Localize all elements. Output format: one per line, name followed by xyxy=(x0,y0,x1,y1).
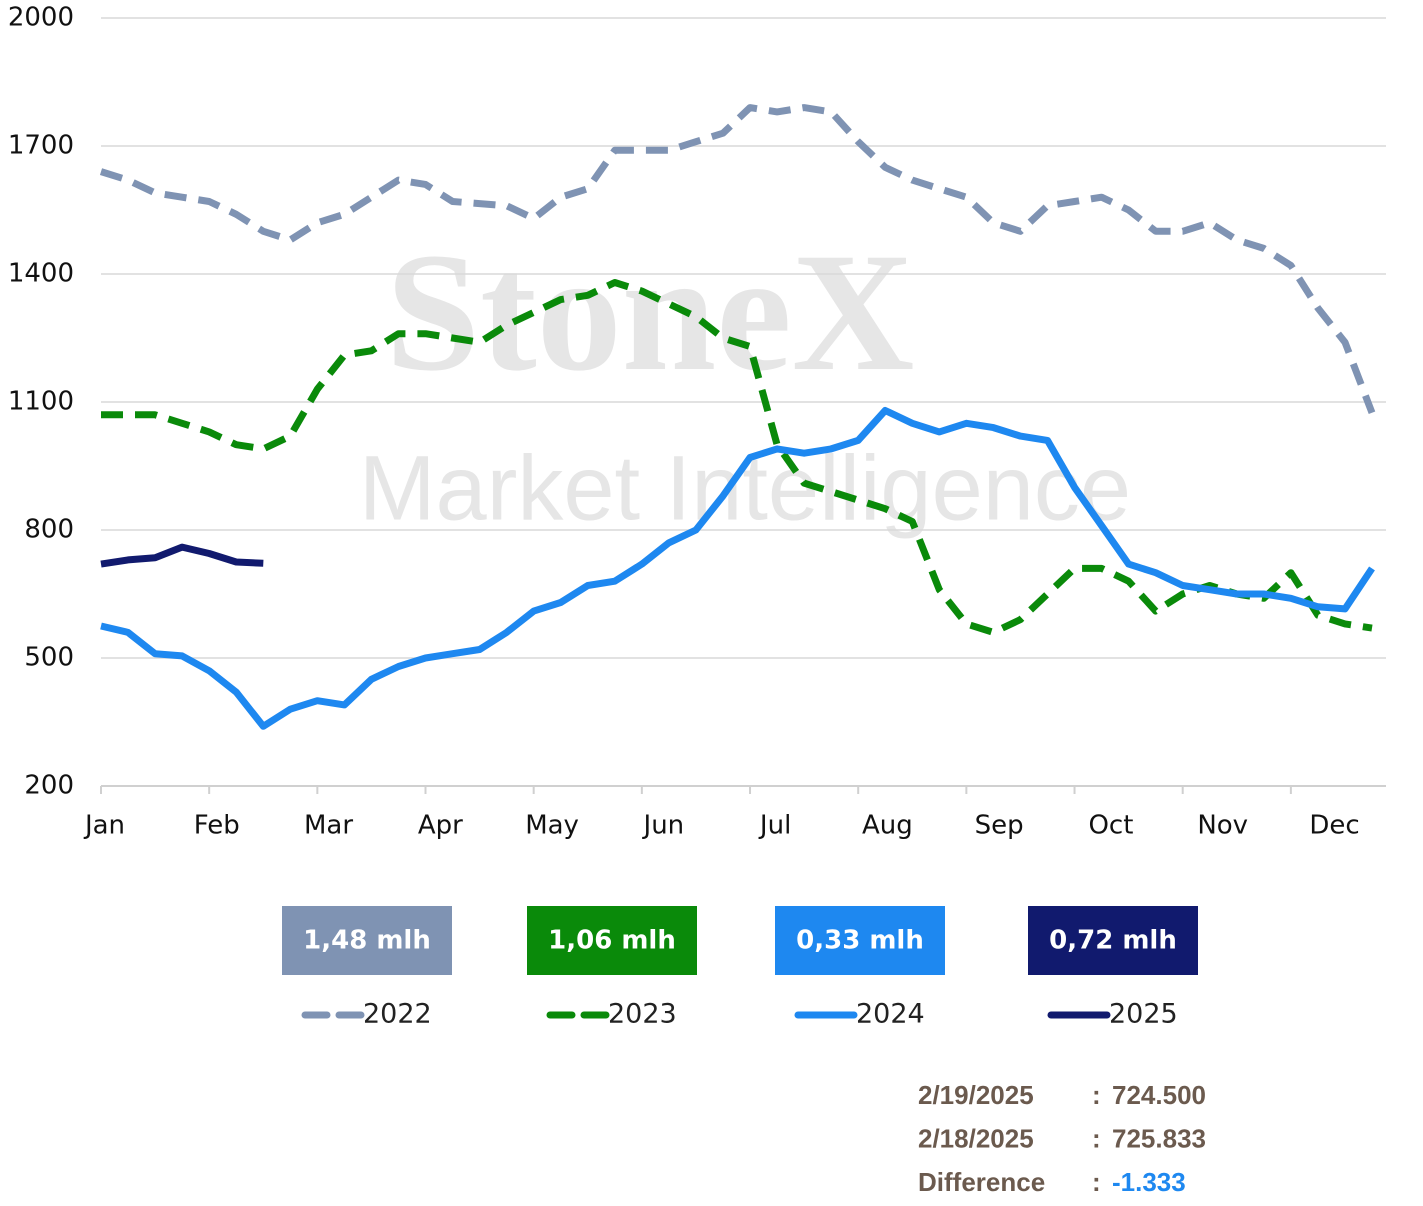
x-tick-label: Jun xyxy=(642,811,685,841)
stat-sep: : xyxy=(1092,1123,1101,1153)
y-tick-label: 500 xyxy=(24,643,74,673)
badge-text: 0,33 mlh xyxy=(796,926,924,956)
legend-label: 2023 xyxy=(608,999,677,1030)
x-tick-label: Oct xyxy=(1088,811,1133,841)
badge-box xyxy=(282,906,452,975)
badge-box xyxy=(527,906,697,975)
badge-text: 1,06 mlh xyxy=(548,926,676,956)
y-tick-label: 800 xyxy=(24,515,74,545)
series-line xyxy=(99,104,1376,414)
badge-box xyxy=(775,906,945,975)
y-tick-label: 200 xyxy=(24,771,74,801)
stat-label: Difference xyxy=(918,1167,1045,1197)
y-tick-label: 2000 xyxy=(8,3,74,33)
stat-value: 725.833 xyxy=(1112,1123,1206,1153)
x-tick-label: Feb xyxy=(194,811,240,841)
x-tick-label: Apr xyxy=(418,811,463,841)
badge-text: 0,72 mlh xyxy=(1049,926,1177,956)
x-tick-label: May xyxy=(525,811,579,841)
x-tick-label: Mar xyxy=(304,811,353,841)
stat-label: 2/18/2025 xyxy=(918,1123,1034,1153)
y-tick-label: 1700 xyxy=(8,131,74,161)
x-tick-label: Jul xyxy=(758,811,791,841)
x-tick-label: Dec xyxy=(1309,811,1359,841)
series-line xyxy=(100,407,1375,730)
y-tick-label: 1100 xyxy=(8,387,74,417)
legend-label: 2022 xyxy=(363,999,432,1030)
badge-box xyxy=(1028,906,1198,975)
legend-label: 2025 xyxy=(1109,999,1178,1030)
stat-sep: : xyxy=(1092,1167,1101,1197)
x-tick-label: Nov xyxy=(1197,811,1248,841)
stat-label: 2/19/2025 xyxy=(918,1080,1034,1110)
watermark: StoneX xyxy=(386,218,915,406)
x-tick-label: Sep xyxy=(975,811,1024,841)
x-tick-label: Jan xyxy=(83,811,125,841)
series-line xyxy=(101,279,1373,636)
stat-value: -1.333 xyxy=(1112,1167,1186,1197)
badge-text: 1,48 mlh xyxy=(303,926,431,956)
series-line xyxy=(100,543,264,568)
stat-value: 724.500 xyxy=(1112,1080,1206,1110)
watermark: Market Intelligence xyxy=(359,437,1131,539)
legend-label: 2024 xyxy=(856,999,925,1030)
y-tick-label: 1400 xyxy=(8,259,74,289)
x-tick-label: Aug xyxy=(862,811,913,841)
stat-sep: : xyxy=(1092,1080,1101,1110)
